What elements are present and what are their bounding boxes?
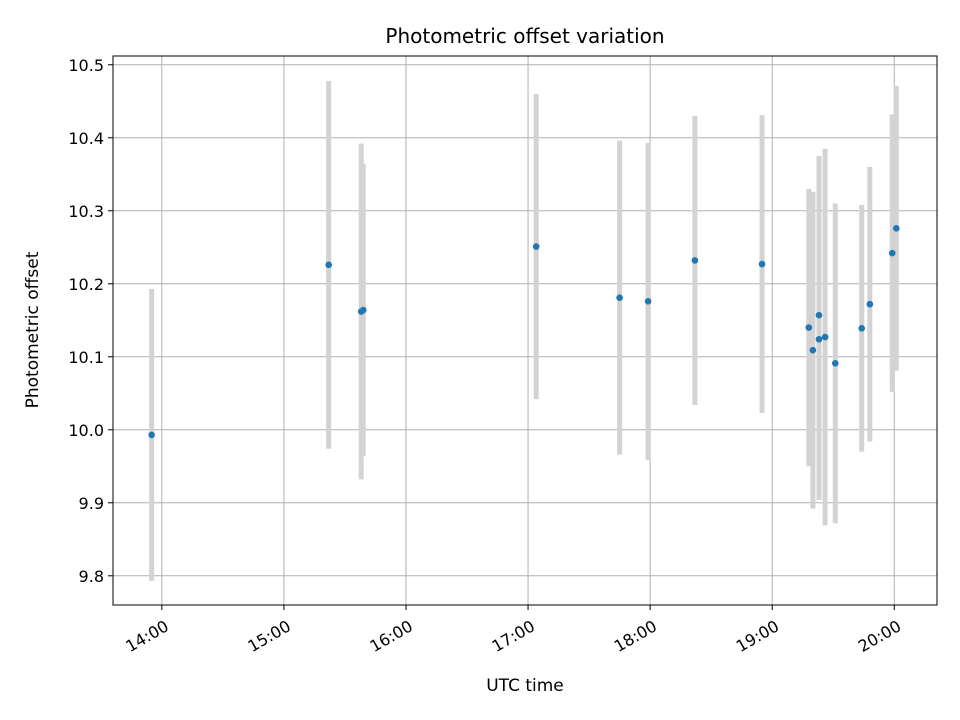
data-point [644, 297, 652, 305]
data-point [821, 333, 829, 341]
y-axis-label: Photometric offset [23, 251, 43, 408]
data-point [815, 311, 823, 319]
data-point [758, 260, 766, 268]
data-points [148, 224, 900, 439]
data-point [866, 300, 874, 308]
y-tick-label: 9.8 [79, 567, 104, 586]
data-point [532, 243, 540, 250]
data-point [616, 294, 623, 301]
y-tick-label: 10.5 [68, 56, 104, 75]
data-point [148, 431, 155, 439]
data-point [888, 249, 896, 257]
data-point [815, 335, 823, 343]
data-point [325, 261, 332, 269]
chart-title: Photometric offset variation [385, 24, 664, 48]
data-point [893, 224, 900, 232]
y-tick-label: 10.1 [68, 348, 104, 367]
y-tick-label: 10.4 [68, 129, 104, 148]
data-point [359, 306, 367, 314]
plot-frame [112, 55, 938, 606]
data-point [805, 324, 813, 331]
y-tick-label: 10.3 [68, 202, 104, 221]
x-axis-label: UTC time [486, 676, 564, 696]
data-point [809, 346, 817, 354]
y-axis: 9.8 9.9 10.0 10.1 10.2 10.3 10.4 10.5 [68, 56, 113, 586]
data-point [691, 257, 699, 264]
data-point [858, 325, 866, 332]
y-tick-label: 10.2 [68, 275, 104, 294]
data-point [831, 360, 839, 367]
y-tick-label: 9.9 [79, 494, 104, 513]
y-tick-label: 10.0 [68, 421, 104, 440]
